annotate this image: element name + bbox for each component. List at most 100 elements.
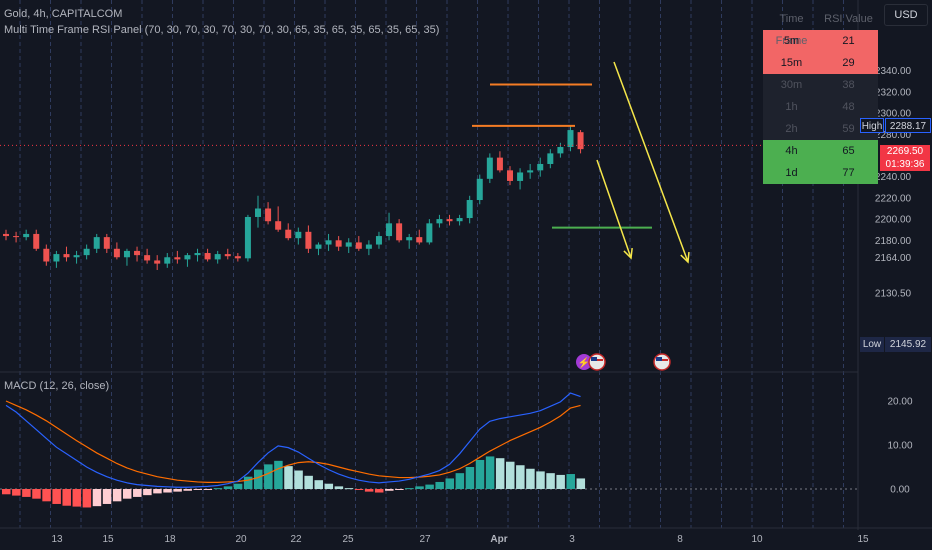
rsi-timeframe: 5m: [783, 35, 800, 47]
macd-histogram-bar: [203, 489, 213, 490]
rsi-value: 77: [842, 167, 855, 179]
macd-histogram-bar: [213, 488, 223, 490]
macd-histogram-bar: [274, 460, 283, 489]
macd-axis[interactable]: 20.00 10.00 0.00: [887, 397, 912, 496]
symbol-title[interactable]: Gold, 4h, CAPITALCOM: [4, 8, 123, 20]
candle-body: [466, 200, 473, 219]
macd-histogram-bar: [536, 471, 545, 489]
candle-body: [224, 254, 231, 257]
rsi-value: 65: [842, 145, 855, 157]
candle-body: [144, 255, 151, 261]
price-axis-label: 2164.00: [875, 253, 912, 264]
event-markers[interactable]: ⚡: [576, 353, 671, 371]
macd-histogram-bar: [153, 489, 162, 494]
currency-button[interactable]: USD: [884, 4, 928, 26]
candle-body: [305, 231, 312, 249]
macd-histogram-bar: [314, 480, 323, 489]
projection-arrow-short: [596, 159, 632, 259]
high-label: High: [860, 118, 884, 133]
bar-countdown: 01:39:36: [885, 159, 925, 170]
candle-body: [325, 240, 332, 245]
candle-body: [547, 153, 554, 164]
candle-body: [43, 248, 50, 262]
price-axis-label: 2320.00: [875, 87, 912, 98]
candle-body: [486, 157, 493, 179]
time-axis[interactable]: 13 15 18 20 22 25 27 Apr 3 8 10 15: [51, 534, 869, 545]
candle-body: [123, 250, 130, 258]
macd-histogram-bar: [364, 489, 374, 492]
candle-body: [375, 236, 382, 245]
high-value: 2288.17: [885, 118, 931, 133]
time-axis-label: Apr: [490, 534, 507, 545]
macd-signal-line: [5, 400, 581, 483]
macd-histogram-bar: [526, 468, 535, 489]
macd-histogram-bar: [395, 489, 404, 490]
macd-histogram-bar: [304, 475, 313, 489]
flash-event-icon[interactable]: [576, 354, 592, 370]
rsi-timeframe: 4h: [785, 145, 798, 157]
macd-histogram-bar: [183, 489, 192, 491]
candle-body: [3, 233, 9, 237]
price-axis-label: 2300.00: [875, 109, 912, 120]
candle-body: [476, 178, 483, 201]
macd-histogram-bar: [223, 486, 233, 489]
rsi-row-15m: 15m 29: [763, 52, 878, 74]
time-axis-label: 3: [569, 534, 575, 545]
price-axis-label: 2340.00: [875, 66, 912, 77]
macd-histogram-bar: [32, 489, 41, 499]
time-axis-label: 15: [857, 534, 869, 545]
rsi-row-4h: 4h 65: [763, 140, 878, 162]
macd-histogram-bar: [133, 489, 142, 497]
candle-body: [507, 170, 513, 181]
macd-indicator-title[interactable]: MACD (12, 26, close): [4, 380, 110, 392]
candle-body: [164, 257, 171, 264]
projection-arrow-short-head: [623, 247, 633, 260]
macd-histogram-bar: [495, 458, 505, 489]
macd-histogram-bar: [425, 484, 434, 489]
candle-body: [527, 170, 534, 173]
macd-histogram-bar: [374, 489, 384, 493]
candle-body: [234, 256, 241, 259]
candle-body: [315, 244, 322, 249]
rsi-timeframe: 15m: [780, 57, 803, 69]
candle-body: [335, 240, 342, 247]
drawing-annotations[interactable]: [0, 61, 858, 264]
rsi-value: 21: [842, 35, 855, 47]
macd-histogram-bar: [556, 474, 565, 489]
projection-arrow-long: [613, 61, 689, 263]
candle-body: [184, 255, 191, 260]
candle-body: [577, 132, 584, 150]
candle-body: [154, 260, 161, 264]
candle-body: [365, 244, 372, 249]
price-axis[interactable]: 2340.00 2320.00 2300.00 2280.00 2240.00 2220.…: [875, 66, 912, 299]
macd-histogram-bar: [516, 465, 525, 489]
us-flag-event-icon[interactable]: [588, 353, 606, 371]
projection-arrow-long-head: [680, 251, 690, 264]
candle-body: [285, 229, 292, 239]
macd-histogram-bar: [294, 470, 303, 489]
candle-body: [134, 250, 141, 256]
macd-histogram-bar: [42, 489, 51, 502]
macd-histogram-bar: [12, 489, 21, 496]
rsi-row-2h: 2h 59: [763, 118, 878, 140]
candle-body: [355, 242, 362, 249]
macd-histogram-bar: [435, 481, 444, 489]
macd-line: [5, 392, 581, 488]
macd-histogram-bar: [405, 488, 414, 490]
rsi-indicator-title[interactable]: Multi Time Frame RSI Panel (70, 30, 70, …: [4, 24, 440, 36]
price-axis-label: 2240.00: [875, 172, 912, 183]
us-flag-canton: [591, 357, 597, 361]
macd-histogram-bar: [112, 489, 122, 502]
macd-histogram-bar: [415, 486, 424, 489]
rsi-header-timeframe: Time Frame: [775, 13, 808, 47]
macd-histogram-bar: [576, 478, 586, 489]
time-axis-label: 25: [342, 534, 354, 545]
time-axis-label: 13: [51, 534, 63, 545]
time-axis-label: 20: [235, 534, 247, 545]
candle-body: [416, 237, 423, 243]
us-flag-event-icon-2[interactable]: [653, 353, 671, 371]
macd-histogram-bar: [324, 483, 334, 489]
macd-histogram-bar: [143, 489, 152, 496]
time-axis-label: 22: [290, 534, 302, 545]
